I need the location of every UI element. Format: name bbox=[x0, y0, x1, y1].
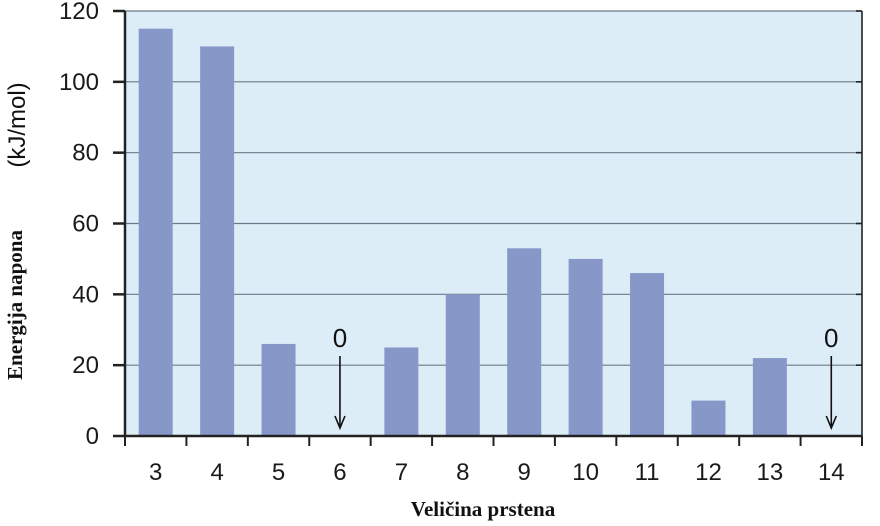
x-tick-label: 5 bbox=[272, 459, 285, 486]
x-tick-label: 9 bbox=[518, 459, 531, 486]
zero-label-6: 0 bbox=[333, 323, 347, 353]
x-tick-label: 13 bbox=[757, 459, 784, 486]
x-tick-label: 4 bbox=[210, 459, 223, 486]
bar-10 bbox=[568, 258, 603, 436]
bars bbox=[138, 28, 787, 437]
x-tick-label: 8 bbox=[456, 459, 469, 486]
x-tick-label: 3 bbox=[149, 459, 162, 486]
y-tick-labels: 0 20 40 60 80 100 120 bbox=[59, 0, 99, 450]
y-tick-label: 100 bbox=[59, 69, 99, 96]
bar-7 bbox=[384, 347, 419, 436]
x-tick-label: 11 bbox=[635, 459, 660, 486]
zero-label-14: 0 bbox=[824, 323, 838, 353]
x-tick-label: 7 bbox=[395, 459, 408, 486]
bar-3 bbox=[138, 28, 173, 436]
x-axis-title: Veličina prstena bbox=[411, 497, 556, 521]
bar-5 bbox=[261, 343, 296, 436]
y-tick-label: 60 bbox=[72, 211, 99, 238]
zero-arrow-head bbox=[334, 415, 346, 431]
x-tick-label: 12 bbox=[695, 459, 722, 486]
bar-9 bbox=[507, 248, 542, 436]
y-tick-label: 20 bbox=[72, 352, 99, 379]
y-axis-title: Energija napona bbox=[3, 230, 27, 380]
x-tick-label: 6 bbox=[333, 459, 346, 486]
bar-11 bbox=[630, 273, 665, 436]
x-tick-label: 10 bbox=[572, 459, 599, 486]
y-tick-label: 40 bbox=[72, 281, 99, 308]
bar-13 bbox=[752, 358, 787, 436]
y-tick-label: 120 bbox=[59, 0, 99, 25]
y-tick-label: 0 bbox=[86, 423, 99, 450]
y-tick-label: 80 bbox=[72, 140, 99, 167]
x-tick-label: 14 bbox=[818, 459, 845, 486]
bar-12 bbox=[691, 400, 726, 436]
y-axis-unit: (kJ/mol) bbox=[4, 82, 31, 167]
axes bbox=[113, 9, 863, 446]
grid-lines bbox=[125, 10, 862, 366]
bar-8 bbox=[445, 294, 480, 436]
x-tick-labels: 3 4 5 6 7 8 9 10 11 12 13 14 bbox=[149, 459, 845, 486]
zero-arrow-head bbox=[825, 415, 838, 431]
bar-4 bbox=[200, 46, 235, 437]
